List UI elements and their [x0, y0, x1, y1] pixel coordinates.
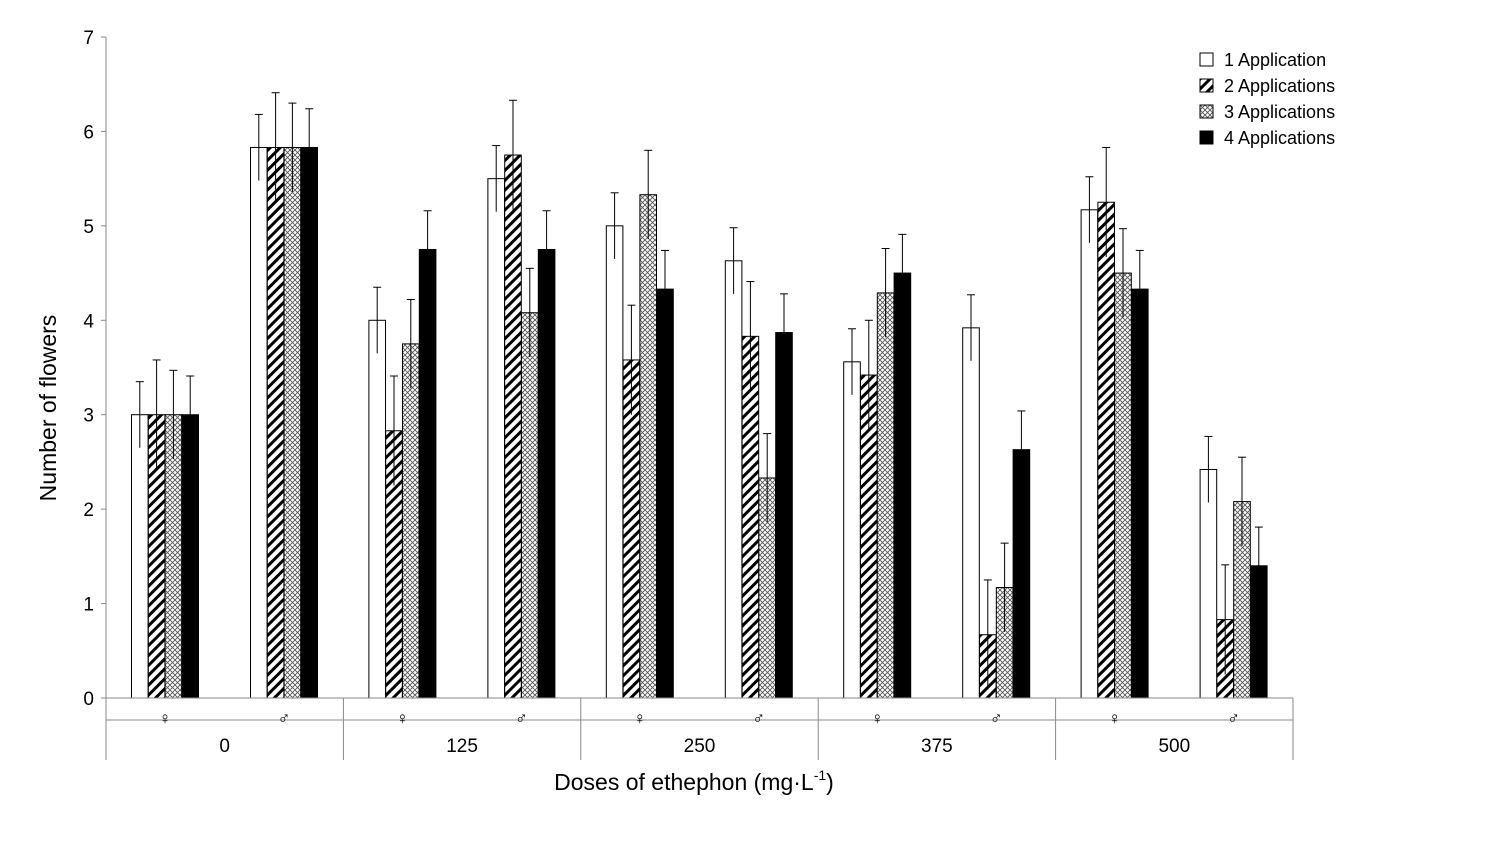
x-sex-label: ♀ [396, 709, 409, 728]
bar [1131, 288, 1149, 699]
legend-swatch [1199, 130, 1214, 145]
legend-swatch [1199, 52, 1214, 67]
bar [131, 414, 149, 699]
y-tick-label: 7 [83, 28, 94, 49]
y-tick-label: 0 [83, 689, 94, 710]
x-sex-label: ♂ [1227, 709, 1240, 728]
bar [418, 248, 437, 699]
legend: 1 Application 2 Applications 3 Application… [1199, 50, 1335, 148]
legend-label: 3 Applications [1224, 102, 1335, 122]
x-sex-label: ♀ [633, 709, 646, 728]
bars [131, 92, 1268, 699]
bar [1097, 201, 1116, 699]
bar [283, 146, 302, 699]
bar [504, 154, 522, 699]
legend-label: 4 Applications [1224, 128, 1335, 148]
x-dose-label: 375 [921, 736, 953, 757]
bar [300, 146, 318, 699]
bar [893, 272, 912, 699]
bar [1199, 468, 1218, 699]
bar [1080, 209, 1099, 699]
x-axis-title-superscript: -1 [814, 767, 827, 783]
bar [537, 248, 556, 699]
y-tick-label: 4 [83, 311, 94, 332]
x-dose-label: 0 [219, 736, 230, 757]
bar [962, 327, 980, 699]
bar [639, 194, 658, 699]
x-axis: 0 ♀ ♂ 125 ♀ ♂ 250 ♀ ♂ 375 ♀ ♂ 500 ♀ ♂ [105, 697, 1294, 760]
bar [605, 225, 624, 699]
x-sex-label: ♀ [871, 709, 884, 728]
y-tick-label: 1 [83, 595, 94, 616]
legend-label: 2 Applications [1224, 76, 1335, 96]
bar [487, 178, 505, 699]
bar [521, 312, 539, 699]
x-sex-label: ♂ [990, 709, 1003, 728]
legend-swatch [1199, 78, 1214, 93]
bar [843, 361, 861, 699]
y-axis: 0 1 2 3 4 5 6 7 [83, 28, 107, 710]
bar [402, 343, 420, 699]
x-dose-label: 125 [446, 736, 478, 757]
y-tick-label: 3 [83, 406, 94, 427]
legend-swatch [1199, 104, 1214, 119]
bar [181, 414, 199, 699]
bar [266, 146, 285, 699]
x-sex-label: ♂ [515, 709, 528, 728]
bar [368, 319, 386, 699]
bar [250, 146, 268, 699]
bar [876, 292, 895, 699]
bar [724, 260, 743, 699]
x-axis-title: Doses of ethephon (mg·L-1) [554, 767, 834, 795]
x-axis-title-main: Doses of ethephon (mg·L [554, 769, 814, 795]
y-tick-label: 5 [83, 217, 94, 238]
x-dose-label: 250 [684, 736, 716, 757]
bar [775, 332, 793, 699]
x-dose-label: 500 [1158, 736, 1190, 757]
y-axis-title: Number of flowers [35, 315, 61, 502]
x-sex-label: ♂ [752, 709, 765, 728]
bar [656, 288, 674, 699]
bar [1114, 272, 1132, 699]
y-tick-label: 2 [83, 500, 94, 521]
x-sex-label: ♂ [278, 709, 291, 728]
legend-label: 1 Application [1224, 50, 1326, 70]
x-sex-label: ♀ [159, 709, 172, 728]
y-tick-label: 6 [83, 122, 94, 143]
x-axis-title-suffix: ) [826, 769, 834, 795]
x-sex-label: ♀ [1108, 709, 1121, 728]
